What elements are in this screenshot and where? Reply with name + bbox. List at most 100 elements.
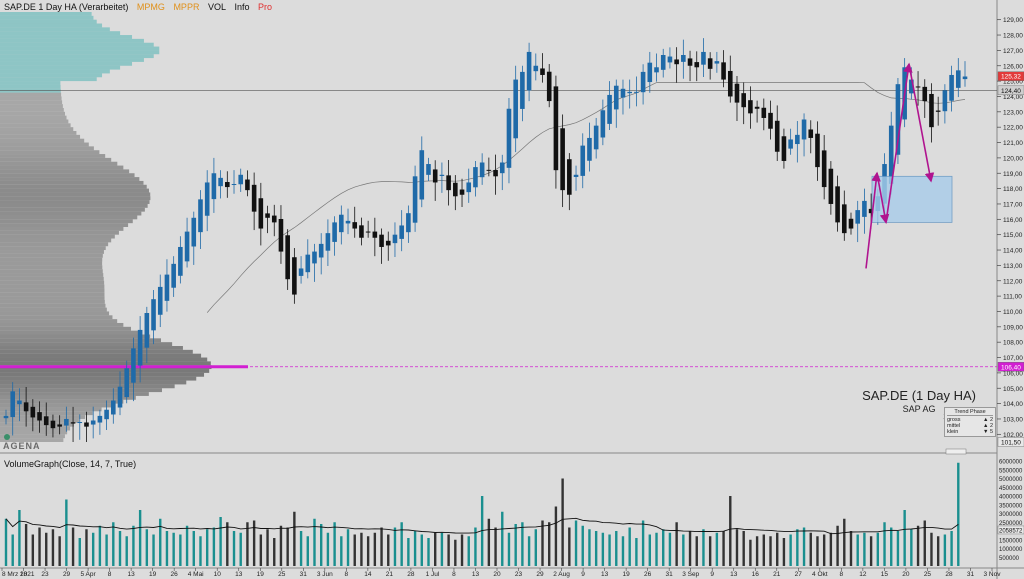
volume-profile-bar	[0, 357, 208, 362]
candle-body	[741, 93, 746, 108]
volume-bar	[165, 531, 169, 566]
y-tick-label: 110,00	[1003, 309, 1023, 316]
y-tick-label: 117,00	[1003, 201, 1023, 208]
candle-body	[292, 257, 297, 295]
volume-bar	[936, 536, 940, 566]
volume-bar	[856, 534, 859, 566]
volume-bar	[340, 536, 343, 566]
volume-profile-bar	[0, 54, 154, 59]
volume-profile-bar	[0, 69, 110, 74]
candle-body	[895, 84, 901, 155]
candle-body	[801, 119, 807, 140]
candle-body	[453, 182, 458, 197]
indicator-mppr[interactable]: MPPR	[173, 2, 200, 12]
x-tick-label: 26	[644, 571, 652, 578]
candle-body	[761, 107, 767, 118]
trend-phase-label: gross	[947, 417, 961, 423]
symbol-label[interactable]: SAP.DE 1 Day HA (Verarbeitet)	[4, 2, 129, 12]
candle-body	[848, 218, 854, 229]
volume-profile-bar	[0, 326, 131, 331]
candle-body	[191, 217, 197, 247]
volume-profile-bar	[0, 219, 133, 224]
volume-profile-bar	[0, 388, 162, 393]
volume-profile-bar	[0, 273, 104, 277]
candle-body	[667, 56, 673, 63]
candle-body	[77, 422, 83, 424]
volume-bar	[843, 518, 846, 566]
volume-bar	[138, 510, 142, 566]
price-label-text: 106,40	[1001, 364, 1021, 371]
y-tick-label: 122,00	[1003, 125, 1023, 132]
volume-profile-bar	[0, 31, 121, 36]
volume-tick-label: 4500000	[999, 486, 1023, 492]
volume-bar	[326, 532, 330, 566]
volume-bar	[930, 532, 933, 566]
volume-bar	[588, 529, 591, 566]
candle-body	[701, 51, 706, 65]
indicator-vol[interactable]: VOL	[207, 2, 226, 12]
candle-body	[929, 93, 934, 128]
annotation-arrow	[865, 171, 881, 269]
volume-bar	[38, 527, 41, 566]
volume-bar	[11, 534, 14, 566]
candle-body	[265, 213, 270, 218]
candle-body	[312, 251, 317, 264]
volume-bar	[755, 536, 759, 566]
volume-bar	[789, 534, 792, 566]
candle-body	[124, 368, 130, 398]
price-label-box	[997, 437, 1024, 447]
x-tick-label: 4 Okt	[812, 571, 828, 578]
volume-bar	[24, 524, 28, 566]
volume-bar	[185, 525, 189, 566]
candle-body	[43, 416, 49, 426]
volume-bar	[655, 532, 658, 566]
candle-body	[90, 420, 96, 425]
indicator-pro[interactable]: Pro	[258, 2, 273, 12]
volume-profile-bar	[0, 307, 107, 312]
candle-body	[567, 159, 572, 195]
volume-bar	[695, 536, 698, 566]
x-tick-label: 5 Apr	[80, 571, 96, 578]
y-tick-label: 123,00	[1003, 109, 1023, 116]
indicator-mpmg[interactable]: MPMG	[136, 2, 165, 12]
volume-profile-bar	[0, 154, 106, 158]
volume-profile-bar	[0, 430, 68, 435]
volume-profile-bar	[0, 180, 144, 185]
volume-bar	[319, 524, 323, 566]
candle-body	[520, 71, 525, 109]
x-tick-label: 12	[859, 571, 867, 578]
indicator-info[interactable]: Info	[234, 2, 250, 12]
candle-body	[97, 415, 103, 423]
volume-profile-bar	[0, 311, 110, 316]
candle-body	[727, 70, 733, 97]
volume-profile-bar	[0, 146, 94, 151]
volume-profile-bar	[0, 403, 112, 408]
volume-bar	[957, 462, 960, 566]
volume-profile-bar	[0, 88, 61, 93]
trend-phase-title: Trend Phase	[947, 409, 993, 416]
volume-bar	[635, 538, 638, 566]
candle-body	[64, 418, 69, 426]
volume-profile-bar	[0, 257, 103, 262]
volume-bar	[822, 534, 826, 566]
volume-bar	[252, 520, 256, 566]
volume-bar	[514, 524, 517, 566]
y-tick-label: 111,00	[1003, 294, 1022, 301]
volume-bar	[259, 534, 263, 566]
x-tick-label: 8	[345, 571, 349, 578]
volume-bar	[71, 527, 75, 566]
volume-profile-bar	[0, 338, 161, 343]
volume-bar	[45, 532, 48, 566]
volume-bar	[219, 517, 222, 566]
candle-body	[258, 198, 264, 229]
x-tick-label: 31	[666, 571, 674, 578]
volume-last-label: 2058572	[999, 528, 1023, 534]
volume-profile-bar	[0, 35, 133, 39]
volume-profile-bar	[0, 415, 86, 419]
volume-tick-label: 5500000	[999, 468, 1023, 474]
volume-profile-bar	[0, 334, 151, 339]
x-tick-label: 19	[623, 571, 631, 578]
trend-phase-row: klein ▼ 5	[947, 429, 993, 435]
candle-body	[345, 220, 351, 224]
